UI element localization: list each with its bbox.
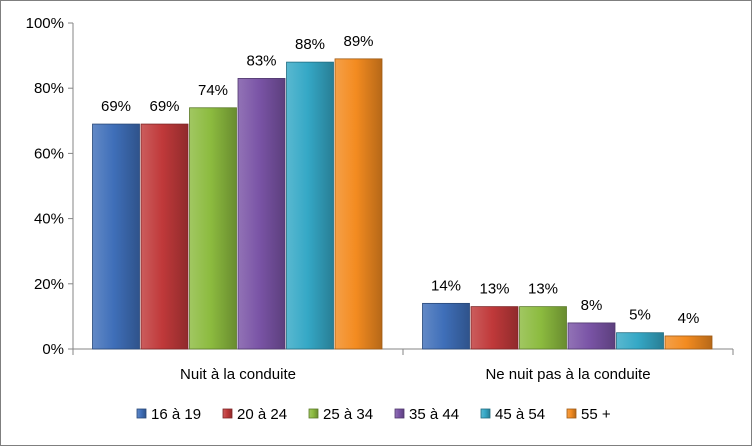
bars bbox=[92, 58, 713, 350]
data-label: 69% bbox=[149, 98, 179, 115]
axes: 0% 20% 40% 60% 80% 100% Nuit à la conduite Ne n… bbox=[26, 15, 734, 383]
legend-label: 16 à 19 bbox=[151, 406, 201, 423]
legend-swatch bbox=[308, 408, 319, 419]
data-label: 88% bbox=[295, 36, 325, 53]
legend: 16 à 19 20 à 24 25 à 34 35 à 44 45 à 54 55 + bbox=[136, 406, 611, 423]
data-label: 13% bbox=[528, 281, 558, 298]
legend-label: 45 à 54 bbox=[495, 406, 545, 423]
data-label: 13% bbox=[479, 281, 509, 298]
data-labels: 69% 69% 74% 83% 88% 89% 14% 13% 13% 8% 5% 4% bbox=[101, 33, 699, 327]
legend-label: 35 à 44 bbox=[409, 406, 459, 423]
legend-swatch bbox=[480, 408, 491, 419]
bar bbox=[189, 107, 237, 350]
data-label: 74% bbox=[198, 82, 228, 99]
bar bbox=[422, 302, 470, 350]
bar bbox=[519, 306, 567, 350]
category-label: Nuit à la conduite bbox=[180, 366, 296, 383]
y-tick-label: 100% bbox=[26, 15, 64, 32]
legend-swatch bbox=[566, 408, 577, 419]
bar bbox=[470, 306, 519, 350]
legend-swatch bbox=[136, 408, 147, 419]
data-label: 83% bbox=[246, 52, 276, 69]
bar bbox=[616, 332, 664, 350]
y-tick-label: 60% bbox=[34, 145, 64, 162]
data-label: 14% bbox=[431, 277, 461, 294]
category-label: Ne nuit pas à la conduite bbox=[485, 366, 650, 383]
bar bbox=[92, 123, 140, 350]
y-tick-label: 80% bbox=[34, 80, 64, 97]
legend-label: 25 à 34 bbox=[323, 406, 373, 423]
legend-label: 55 + bbox=[581, 406, 611, 423]
bar bbox=[237, 78, 286, 350]
bar bbox=[286, 61, 334, 350]
bar bbox=[140, 123, 189, 350]
y-tick-label: 0% bbox=[42, 341, 64, 358]
bar bbox=[334, 58, 383, 350]
legend-swatch bbox=[394, 408, 405, 419]
data-label: 8% bbox=[581, 297, 603, 314]
data-label: 4% bbox=[678, 310, 700, 327]
y-tick-label: 20% bbox=[34, 276, 64, 293]
legend-swatch bbox=[222, 408, 233, 419]
data-label: 5% bbox=[629, 307, 651, 324]
y-tick-label: 40% bbox=[34, 211, 64, 228]
legend-label: 20 à 24 bbox=[237, 406, 287, 423]
bar bbox=[664, 335, 713, 350]
bar bbox=[567, 322, 616, 350]
data-label: 69% bbox=[101, 98, 131, 115]
data-label: 89% bbox=[343, 33, 373, 50]
